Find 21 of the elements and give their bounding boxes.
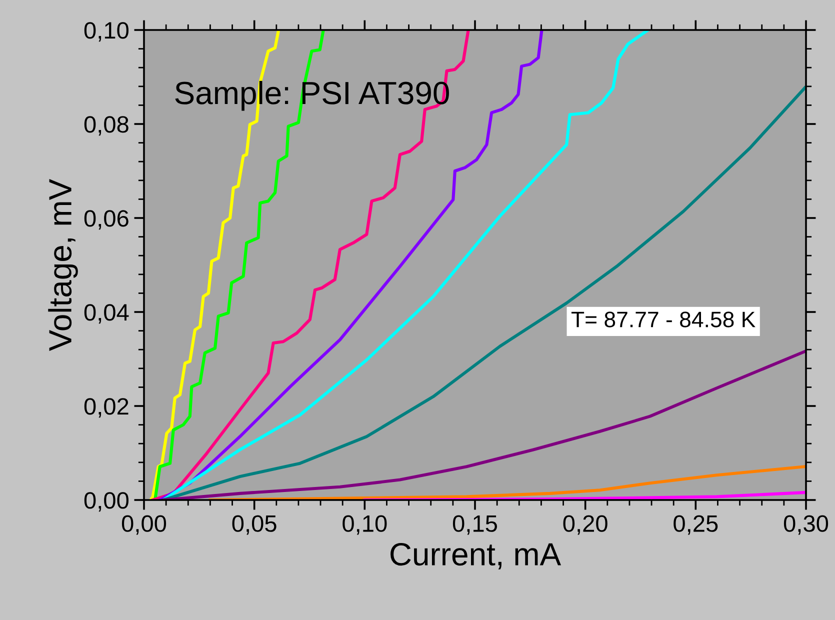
y-tick-label: 0,04 [84, 304, 129, 324]
x-tick-label: 0,00 [122, 515, 166, 535]
x-tick-label: 0,15 [452, 515, 497, 535]
y-tick-label: 0,02 [84, 398, 128, 418]
line-series [363, 490, 806, 500]
y-tick-label: 0,00 [84, 492, 128, 512]
x-tick-label: 0,20 [563, 515, 608, 535]
y-tick-label: 0,06 [84, 210, 128, 230]
line-series [151, 30, 470, 500]
line-series [208, 465, 806, 500]
x-tick-label: 0,25 [674, 515, 718, 535]
y-tick-label: 0,08 [84, 116, 128, 136]
annotation: T= 87.77 - 84.58 K [571, 312, 756, 328]
x-tick-label: 0,30 [784, 515, 828, 535]
line-series [162, 350, 806, 500]
x-axis-title: Current, mA [390, 542, 562, 570]
y-tick-label: 0,10 [84, 22, 128, 42]
x-tick-label: 0,10 [342, 515, 387, 535]
line-series [158, 30, 544, 500]
y-axis-title: Voltage, mV [48, 179, 78, 351]
x-tick-label: 0,05 [232, 515, 276, 535]
